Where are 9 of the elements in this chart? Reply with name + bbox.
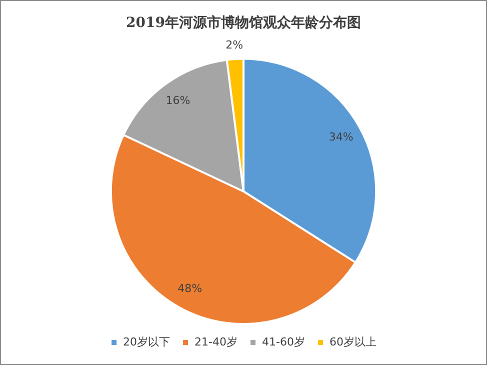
data-label: 34% [328,130,354,144]
chart-title: 2019年河源市博物馆观众年龄分布图 [126,14,361,32]
data-label: 48% [178,282,202,295]
legend-label: 21-40岁 [194,335,238,348]
data-label: 2% [226,38,244,52]
legend-label: 41-60岁 [262,335,305,348]
legend-label: 20岁以下 [123,335,170,348]
legend-label: 60岁以上 [329,335,376,348]
data-label: 16% [166,94,190,108]
